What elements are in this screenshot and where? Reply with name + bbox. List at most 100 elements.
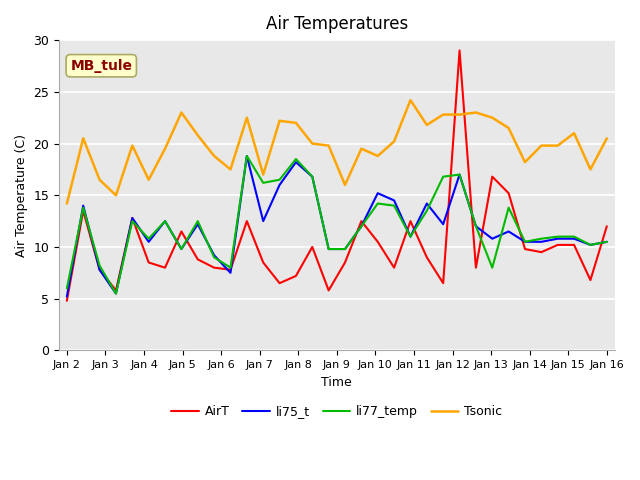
Tsonic bbox=[406, 97, 414, 103]
AirT bbox=[161, 265, 169, 271]
li77_temp bbox=[177, 246, 185, 252]
Tsonic bbox=[521, 159, 529, 165]
Tsonic bbox=[308, 141, 316, 146]
li75_t bbox=[276, 182, 284, 188]
X-axis label: Time: Time bbox=[321, 376, 352, 389]
li77_temp bbox=[145, 236, 152, 241]
li75_t bbox=[259, 218, 267, 224]
li75_t bbox=[406, 234, 414, 240]
Tsonic bbox=[603, 135, 611, 141]
Tsonic bbox=[259, 172, 267, 178]
li77_temp bbox=[292, 156, 300, 162]
li75_t bbox=[211, 252, 218, 258]
li77_temp bbox=[112, 290, 120, 296]
AirT bbox=[390, 265, 398, 271]
AirT bbox=[112, 288, 120, 293]
AirT bbox=[456, 48, 463, 53]
li75_t bbox=[63, 294, 70, 300]
Tsonic bbox=[112, 192, 120, 198]
li77_temp bbox=[194, 218, 202, 224]
Tsonic bbox=[374, 153, 381, 159]
li75_t bbox=[308, 174, 316, 180]
li75_t bbox=[521, 239, 529, 245]
AirT bbox=[79, 208, 87, 214]
AirT bbox=[227, 267, 234, 273]
li75_t bbox=[161, 218, 169, 224]
li77_temp bbox=[390, 203, 398, 208]
li75_t bbox=[96, 267, 104, 273]
li77_temp bbox=[603, 239, 611, 245]
li75_t bbox=[374, 190, 381, 196]
Tsonic bbox=[129, 143, 136, 148]
li75_t bbox=[129, 215, 136, 221]
li75_t bbox=[325, 246, 333, 252]
li75_t bbox=[227, 270, 234, 276]
Tsonic bbox=[423, 122, 431, 128]
AirT bbox=[570, 242, 578, 248]
AirT bbox=[177, 228, 185, 234]
li75_t bbox=[456, 172, 463, 178]
Tsonic bbox=[472, 109, 480, 115]
AirT bbox=[194, 256, 202, 262]
Tsonic bbox=[79, 135, 87, 141]
Tsonic bbox=[538, 143, 545, 148]
Line: li75_t: li75_t bbox=[67, 156, 607, 297]
li75_t bbox=[390, 198, 398, 204]
AirT bbox=[406, 218, 414, 224]
li77_temp bbox=[129, 218, 136, 224]
AirT bbox=[259, 260, 267, 265]
AirT bbox=[341, 260, 349, 265]
Line: Tsonic: Tsonic bbox=[67, 100, 607, 204]
li75_t bbox=[423, 201, 431, 206]
Y-axis label: Air Temperature (C): Air Temperature (C) bbox=[15, 134, 28, 257]
li75_t bbox=[505, 228, 513, 234]
AirT bbox=[308, 244, 316, 250]
li77_temp bbox=[538, 236, 545, 241]
AirT bbox=[538, 249, 545, 255]
li77_temp bbox=[472, 223, 480, 229]
Tsonic bbox=[358, 146, 365, 152]
li77_temp bbox=[63, 286, 70, 291]
li77_temp bbox=[211, 254, 218, 260]
li77_temp bbox=[96, 263, 104, 268]
li77_temp bbox=[79, 205, 87, 211]
li75_t bbox=[194, 221, 202, 227]
Tsonic bbox=[325, 143, 333, 148]
li77_temp bbox=[276, 177, 284, 182]
li75_t bbox=[243, 153, 251, 159]
li77_temp bbox=[259, 180, 267, 186]
AirT bbox=[554, 242, 561, 248]
AirT bbox=[603, 223, 611, 229]
AirT bbox=[145, 260, 152, 265]
li75_t bbox=[177, 246, 185, 252]
li75_t bbox=[554, 236, 561, 241]
Tsonic bbox=[276, 118, 284, 124]
Tsonic bbox=[63, 201, 70, 206]
AirT bbox=[587, 277, 595, 283]
Tsonic bbox=[194, 132, 202, 138]
Legend: AirT, li75_t, li77_temp, Tsonic: AirT, li75_t, li77_temp, Tsonic bbox=[166, 400, 508, 423]
Tsonic bbox=[505, 125, 513, 131]
li75_t bbox=[439, 221, 447, 227]
Title: Air Temperatures: Air Temperatures bbox=[266, 15, 408, 33]
li77_temp bbox=[554, 234, 561, 240]
AirT bbox=[374, 239, 381, 245]
Tsonic bbox=[341, 182, 349, 188]
li77_temp bbox=[227, 265, 234, 271]
li75_t bbox=[145, 239, 152, 245]
Tsonic bbox=[96, 177, 104, 182]
li77_temp bbox=[521, 239, 529, 245]
li77_temp bbox=[406, 234, 414, 240]
li75_t bbox=[538, 239, 545, 245]
AirT bbox=[276, 280, 284, 286]
li75_t bbox=[358, 223, 365, 229]
Tsonic bbox=[439, 112, 447, 118]
AirT bbox=[211, 265, 218, 271]
AirT bbox=[292, 273, 300, 279]
Tsonic bbox=[456, 112, 463, 118]
Line: AirT: AirT bbox=[67, 50, 607, 301]
li77_temp bbox=[243, 153, 251, 159]
li77_temp bbox=[374, 201, 381, 206]
li75_t bbox=[570, 236, 578, 241]
AirT bbox=[488, 174, 496, 180]
